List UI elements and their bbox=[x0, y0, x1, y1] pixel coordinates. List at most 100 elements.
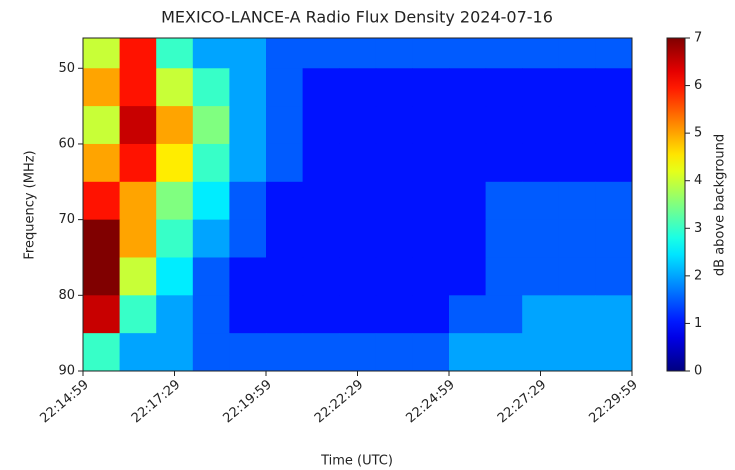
heatmap-cell bbox=[266, 257, 303, 295]
heatmap-cell bbox=[120, 68, 157, 106]
heatmap-cell bbox=[412, 182, 449, 220]
heatmap-cell bbox=[486, 38, 523, 69]
heatmap-cell bbox=[266, 295, 303, 333]
heatmap-cell bbox=[449, 68, 486, 106]
heatmap-cell bbox=[156, 68, 193, 106]
heatmap-cell bbox=[83, 68, 120, 106]
heatmap-cell bbox=[156, 333, 193, 371]
heatmap-cell bbox=[229, 295, 266, 333]
heatmap-cell bbox=[449, 333, 486, 371]
heatmap-cell bbox=[229, 257, 266, 295]
heatmap-cell bbox=[595, 182, 632, 220]
heatmap-cell bbox=[303, 68, 340, 106]
heatmap-cell bbox=[412, 257, 449, 295]
heatmap-cell bbox=[193, 144, 230, 182]
heatmap-cell bbox=[559, 333, 596, 371]
heatmap-cell bbox=[559, 68, 596, 106]
heatmap-cell bbox=[83, 295, 120, 333]
heatmap-cell bbox=[120, 106, 157, 144]
heatmap-cell bbox=[376, 295, 413, 333]
heatmap-cell bbox=[120, 295, 157, 333]
heatmap-cell bbox=[486, 144, 523, 182]
heatmap-cell bbox=[449, 295, 486, 333]
heatmap-cell bbox=[486, 106, 523, 144]
heatmap-cell bbox=[486, 220, 523, 258]
heatmap-cell bbox=[303, 257, 340, 295]
heatmap-cell bbox=[486, 333, 523, 371]
heatmap-cell bbox=[522, 257, 559, 295]
heatmap-cell bbox=[339, 220, 376, 258]
heatmap-cell bbox=[193, 333, 230, 371]
heatmap-cell bbox=[303, 144, 340, 182]
heatmap-cell bbox=[412, 333, 449, 371]
heatmap-cell bbox=[193, 295, 230, 333]
heatmap-cell bbox=[156, 144, 193, 182]
heatmap-cell bbox=[559, 144, 596, 182]
heatmap-cell bbox=[83, 38, 120, 69]
heatmap-cell bbox=[486, 182, 523, 220]
heatmap-cell bbox=[193, 106, 230, 144]
heatmap-cell bbox=[120, 144, 157, 182]
heatmap-cell bbox=[412, 38, 449, 69]
heatmap-cell bbox=[376, 182, 413, 220]
x-tick-label: 22:22:29 bbox=[312, 377, 366, 426]
heatmap-cell bbox=[376, 257, 413, 295]
heatmap-cell bbox=[229, 182, 266, 220]
heatmap-cell bbox=[229, 144, 266, 182]
colorbar-tick-label: 6 bbox=[694, 78, 702, 93]
heatmap bbox=[83, 38, 633, 372]
x-tick-label: 22:27:29 bbox=[495, 377, 549, 426]
heatmap-cell bbox=[156, 295, 193, 333]
heatmap-cell bbox=[595, 220, 632, 258]
heatmap-cell bbox=[595, 68, 632, 106]
heatmap-cell bbox=[339, 144, 376, 182]
colorbar-tick-label: 1 bbox=[694, 316, 702, 331]
heatmap-cell bbox=[339, 106, 376, 144]
heatmap-cell bbox=[83, 220, 120, 258]
heatmap-cell bbox=[559, 295, 596, 333]
heatmap-cell bbox=[522, 144, 559, 182]
heatmap-cell bbox=[156, 38, 193, 69]
heatmap-cell bbox=[559, 257, 596, 295]
heatmap-cell bbox=[449, 182, 486, 220]
heatmap-cell bbox=[559, 220, 596, 258]
heatmap-cell bbox=[120, 333, 157, 371]
heatmap-cell bbox=[339, 333, 376, 371]
heatmap-cell bbox=[83, 333, 120, 371]
heatmap-cell bbox=[120, 220, 157, 258]
heatmap-cell bbox=[229, 333, 266, 371]
heatmap-cell bbox=[120, 257, 157, 295]
heatmap-cell bbox=[193, 68, 230, 106]
colorbar-tick-label: 7 bbox=[694, 31, 702, 46]
y-tick-label: 50 bbox=[58, 61, 75, 76]
heatmap-cell bbox=[522, 220, 559, 258]
heatmap-cell bbox=[559, 106, 596, 144]
colorbar-tick-label: 3 bbox=[694, 221, 702, 236]
colorbar-tick-label: 5 bbox=[694, 126, 702, 141]
heatmap-cell bbox=[303, 106, 340, 144]
heatmap-cell bbox=[486, 295, 523, 333]
y-tick-label: 60 bbox=[58, 136, 75, 151]
heatmap-cell bbox=[339, 38, 376, 69]
x-tick-label: 22:17:29 bbox=[129, 377, 183, 426]
heatmap-cell bbox=[303, 295, 340, 333]
heatmap-cell bbox=[376, 106, 413, 144]
heatmap-cell bbox=[303, 182, 340, 220]
heatmap-cell bbox=[522, 68, 559, 106]
heatmap-cell bbox=[412, 144, 449, 182]
heatmap-cell bbox=[229, 220, 266, 258]
heatmap-cell bbox=[303, 220, 340, 258]
heatmap-cell bbox=[522, 182, 559, 220]
heatmap-cell bbox=[303, 38, 340, 69]
y-tick-label: 90 bbox=[58, 364, 75, 379]
heatmap-cell bbox=[595, 144, 632, 182]
y-axis-label: Frequency (MHz) bbox=[23, 150, 38, 259]
heatmap-cell bbox=[120, 38, 157, 69]
heatmap-cell bbox=[193, 182, 230, 220]
heatmap-cell bbox=[559, 38, 596, 69]
colorbar-tick-label: 2 bbox=[694, 268, 702, 283]
heatmap-cell bbox=[156, 182, 193, 220]
heatmap-cell bbox=[83, 144, 120, 182]
heatmap-cell bbox=[522, 106, 559, 144]
x-tick-label: 22:29:59 bbox=[586, 377, 640, 426]
